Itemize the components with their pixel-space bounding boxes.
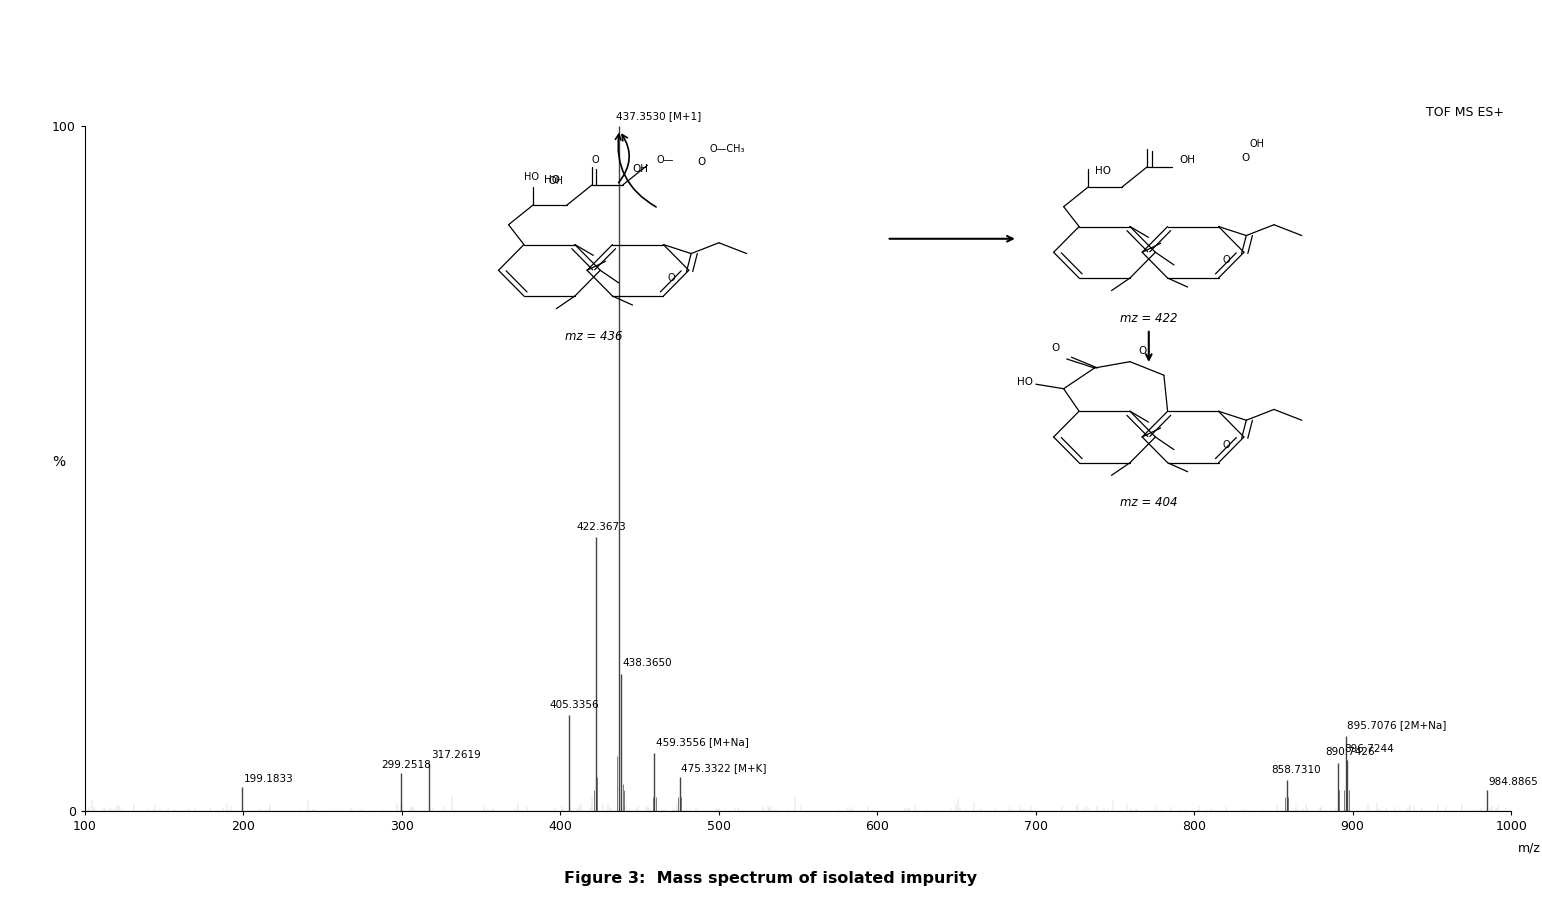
Text: O: O	[1138, 346, 1146, 356]
Text: 475.3322 [M+K]: 475.3322 [M+K]	[682, 763, 766, 773]
Text: O: O	[1223, 440, 1231, 450]
Text: TOF MS ES+: TOF MS ES+	[1426, 106, 1503, 119]
Text: O: O	[668, 273, 675, 283]
Text: 895.7076 [2M+Na]: 895.7076 [2M+Na]	[1348, 720, 1446, 730]
Text: OH: OH	[1249, 139, 1264, 150]
Text: O: O	[1223, 255, 1231, 265]
Text: 422.3673: 422.3673	[577, 522, 626, 532]
Text: mz = 436: mz = 436	[564, 330, 623, 342]
Text: OH: OH	[1180, 155, 1195, 166]
Text: 984.8865: 984.8865	[1488, 777, 1539, 787]
Text: HO: HO	[544, 175, 560, 186]
Text: mz = 404: mz = 404	[1119, 496, 1178, 509]
Text: 896.7244: 896.7244	[1345, 744, 1394, 754]
Text: 890.7426: 890.7426	[1325, 748, 1375, 758]
Text: 199.1833: 199.1833	[244, 774, 293, 784]
Text: O—CH₃: O—CH₃	[709, 143, 745, 154]
Text: O: O	[697, 157, 706, 168]
Text: HO: HO	[524, 172, 540, 182]
Text: 405.3356: 405.3356	[549, 699, 600, 710]
Text: 317.2619: 317.2619	[430, 750, 481, 760]
Text: m/z: m/z	[1519, 842, 1540, 855]
Text: O: O	[1052, 343, 1059, 353]
Text: 858.7310: 858.7310	[1272, 765, 1321, 775]
Text: 438.3650: 438.3650	[623, 659, 672, 669]
Text: OH: OH	[549, 177, 564, 187]
Text: 459.3556 [M+Na]: 459.3556 [M+Na]	[655, 737, 749, 747]
Text: O—: O—	[657, 155, 674, 165]
Text: O: O	[1241, 152, 1251, 163]
Text: mz = 422: mz = 422	[1119, 312, 1178, 324]
Text: O: O	[591, 155, 598, 165]
Y-axis label: %: %	[52, 454, 66, 469]
Text: 437.3530 [M+1]: 437.3530 [M+1]	[617, 111, 702, 121]
Text: HO: HO	[1018, 377, 1033, 387]
Text: 299.2518: 299.2518	[381, 760, 432, 769]
Text: HO: HO	[1095, 166, 1110, 177]
Text: OH: OH	[632, 164, 648, 175]
Text: Figure 3:  Mass spectrum of isolated impurity: Figure 3: Mass spectrum of isolated impu…	[564, 871, 978, 886]
